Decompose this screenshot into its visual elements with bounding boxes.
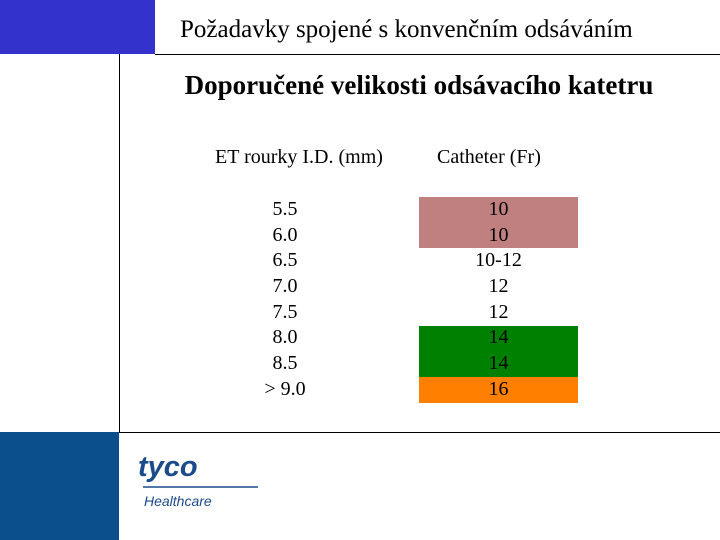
tyco-healthcare-logo: tyco Healthcare [138,442,268,517]
column-header-catheter: Catheter (Fr) [437,146,541,168]
catheter-size-column: 10 10 10-12 12 12 14 14 16 [419,197,578,403]
et-tube-size-cell: 7.5 [272,300,298,323]
left-margin-rule [119,54,120,432]
slide-title: Požadavky spojené s konvenčním odsáváním [180,16,633,43]
catheter-highlight-band [419,197,578,249]
catheter-size-cell: 10-12 [475,249,522,272]
et-tube-size-cell: 8.5 [272,352,298,375]
catheter-size-cell: 10 [488,223,509,246]
catheter-size-cell: 14 [488,326,509,349]
slide-subtitle: Doporučené velikosti odsávacího katetru [184,70,654,100]
catheter-size-cell: 16 [488,377,509,400]
logo-wordmark: tyco [138,451,198,483]
et-tube-size-cell: 5.5 [272,198,298,220]
logo-subtitle: Healthcare [144,493,212,509]
column-header-et-tube: ET rourky I.D. (mm) [215,146,383,168]
catheter-size-cell: 12 [488,300,509,323]
footer: tyco Healthcare [0,432,720,540]
catheter-size-cell: 14 [488,352,509,375]
catheter-size-cell: 12 [488,275,509,298]
catheter-highlight-band [419,376,578,403]
header-divider [155,54,720,55]
et-tube-size-cell: 6.0 [272,223,298,246]
header-accent-block [0,0,155,54]
catheter-size-cell: 10 [488,198,509,220]
et-tube-size-cell: > 9.0 [264,377,306,400]
et-tube-size-column: 5.5 6.0 6.5 7.0 7.5 8.0 8.5 > 9.0 [230,197,340,403]
footer-accent-block [0,432,119,540]
footer-divider [119,432,720,433]
et-tube-size-cell: 8.0 [272,326,298,349]
et-tube-size-cell: 6.5 [272,249,298,272]
et-tube-size-cell: 7.0 [272,275,298,298]
catheter-highlight-band [419,325,578,377]
